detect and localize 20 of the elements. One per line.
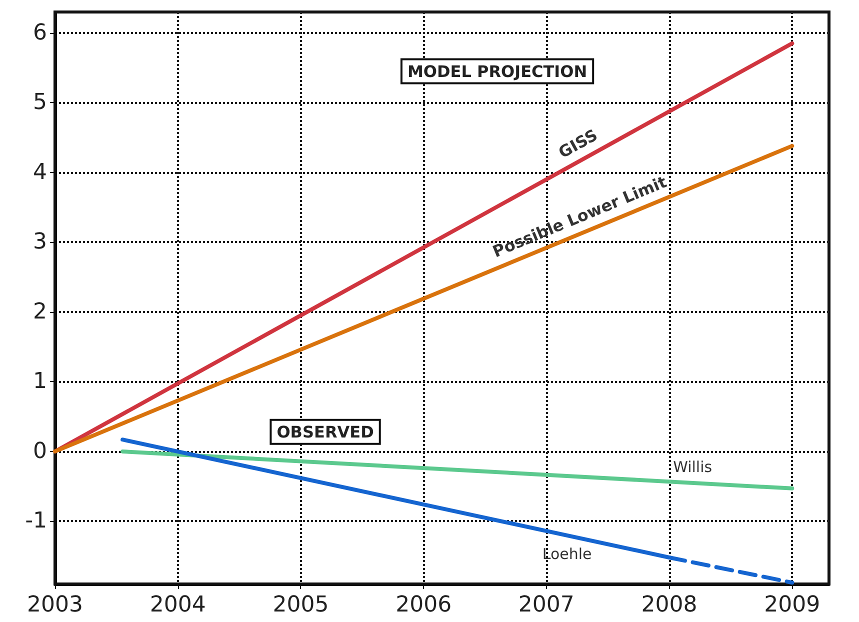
y-tick-label: 2	[33, 299, 47, 324]
series-label: Willis	[673, 458, 712, 476]
y-tick-label: -1	[25, 508, 47, 534]
annotation: MODEL PROJECTION	[407, 62, 588, 81]
x-tick-label: 2009	[764, 592, 820, 618]
y-tick-label: 3	[33, 230, 47, 255]
x-tick-label: 2008	[641, 592, 698, 618]
series-label: Loehle	[542, 544, 592, 563]
y-tick-label: 4	[33, 160, 47, 185]
y-tick-label: 6	[33, 20, 47, 46]
x-tick-label: 2007	[518, 592, 574, 618]
y-tick-label: 1	[33, 369, 47, 394]
y-tick-label: 0	[33, 438, 47, 464]
x-tick-label: 2005	[272, 592, 329, 618]
x-tick-label: 2006	[396, 592, 452, 618]
annotation: OBSERVED	[276, 422, 374, 442]
x-tick-label: 2003	[27, 592, 83, 618]
text: GISS	[555, 125, 601, 162]
x-tick-label: 2004	[150, 592, 206, 618]
y-tick-label: 5	[33, 90, 47, 116]
